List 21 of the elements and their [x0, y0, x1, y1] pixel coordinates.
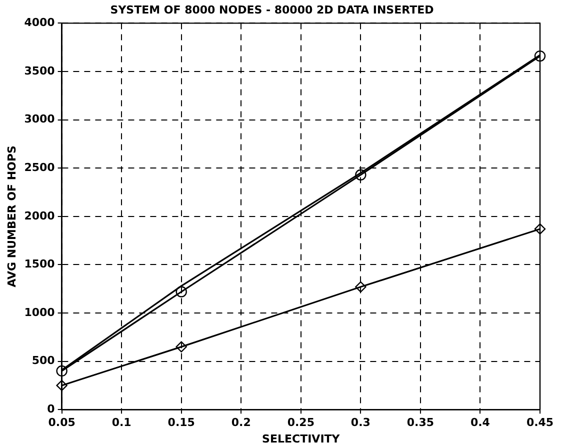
- y-tick-label: 1000: [24, 306, 56, 319]
- x-tick-label: 0.35: [406, 416, 434, 430]
- y-axis-title: AVG NUMBER OF HOPS: [5, 146, 18, 288]
- x-tick-label: 0.2: [231, 416, 251, 430]
- y-tick-label: 4000: [24, 16, 56, 30]
- y-tick-label: 2500: [24, 160, 56, 174]
- x-tick-label: 0.25: [287, 416, 314, 430]
- y-tick-label: 500: [32, 354, 56, 368]
- chart-title: SYSTEM OF 8000 NODES - 80000 2D DATA INSERTED: [110, 3, 434, 16]
- x-tick-label: 0.05: [48, 416, 76, 430]
- y-tick-label: 2000: [24, 209, 56, 222]
- x-tick-label: 0.4: [470, 416, 490, 430]
- y-tick-label: 3500: [24, 64, 56, 78]
- x-axis-title: SELECTIVITY: [262, 432, 341, 446]
- x-tick-label: 0.15: [168, 416, 195, 430]
- x-tick-label: 0.3: [350, 416, 370, 430]
- x-tick-label: 0.45: [526, 416, 554, 430]
- y-tick-label: 1500: [24, 258, 56, 271]
- x-tick-label: 0.1: [112, 416, 132, 430]
- y-tick-label: 0: [47, 402, 56, 416]
- y-tick-label: 3000: [24, 112, 56, 126]
